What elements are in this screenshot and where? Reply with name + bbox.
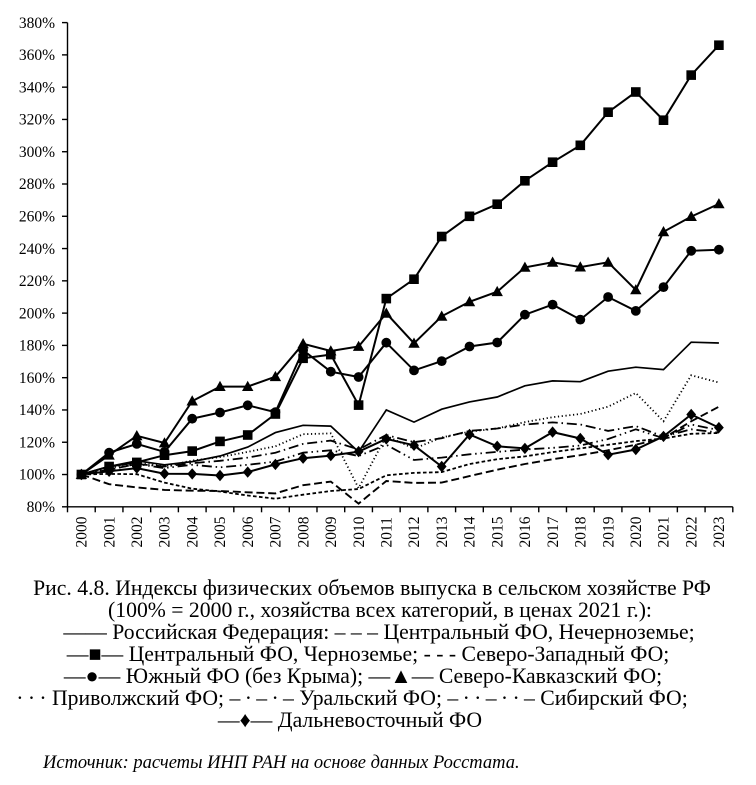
svg-text:2003: 2003: [157, 516, 174, 547]
svg-text:120%: 120%: [19, 434, 55, 451]
svg-text:340%: 340%: [19, 79, 55, 96]
svg-text:2016: 2016: [517, 516, 534, 547]
svg-text:80%: 80%: [27, 499, 56, 516]
svg-text:320%: 320%: [19, 112, 55, 129]
svg-text:260%: 260%: [19, 208, 55, 225]
svg-text:240%: 240%: [19, 241, 55, 258]
svg-text:2022: 2022: [683, 517, 700, 548]
svg-text:220%: 220%: [19, 273, 55, 290]
svg-text:2012: 2012: [406, 517, 423, 548]
svg-text:2013: 2013: [434, 516, 451, 547]
svg-text:2008: 2008: [295, 516, 312, 547]
svg-text:2017: 2017: [545, 516, 562, 547]
svg-text:2015: 2015: [489, 516, 506, 547]
svg-text:180%: 180%: [19, 338, 55, 355]
svg-text:2014: 2014: [462, 516, 479, 547]
svg-text:2004: 2004: [184, 516, 201, 547]
svg-text:2002: 2002: [129, 517, 146, 548]
svg-text:2001: 2001: [101, 517, 118, 548]
svg-text:2007: 2007: [268, 516, 285, 547]
svg-text:2019: 2019: [600, 516, 617, 547]
svg-text:380%: 380%: [19, 15, 55, 32]
svg-text:2000: 2000: [74, 516, 91, 547]
svg-text:160%: 160%: [19, 370, 55, 387]
svg-text:2005: 2005: [212, 516, 229, 547]
svg-text:2010: 2010: [351, 516, 368, 547]
svg-text:2018: 2018: [573, 516, 590, 547]
svg-text:2021: 2021: [656, 517, 673, 548]
svg-text:300%: 300%: [19, 144, 55, 161]
svg-text:140%: 140%: [19, 402, 55, 419]
svg-text:200%: 200%: [19, 305, 55, 322]
svg-text:2011: 2011: [379, 517, 396, 547]
svg-text:280%: 280%: [19, 176, 55, 193]
svg-text:2023: 2023: [711, 516, 728, 547]
svg-text:2006: 2006: [240, 516, 257, 547]
svg-text:2009: 2009: [323, 516, 340, 547]
svg-text:2020: 2020: [628, 516, 645, 547]
svg-text:100%: 100%: [19, 467, 55, 484]
svg-text:360%: 360%: [19, 47, 55, 64]
